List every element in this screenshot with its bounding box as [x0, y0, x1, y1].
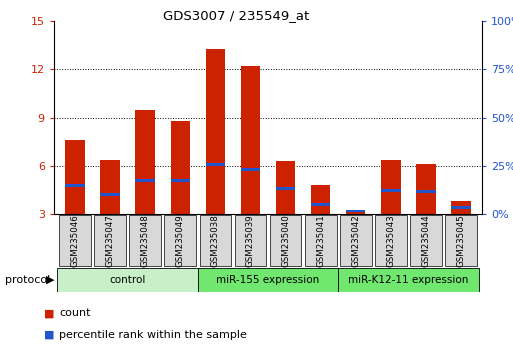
Bar: [171, 179, 190, 182]
FancyBboxPatch shape: [165, 215, 196, 266]
Bar: [417, 164, 436, 214]
Text: count: count: [59, 308, 90, 318]
FancyBboxPatch shape: [94, 215, 126, 266]
FancyBboxPatch shape: [305, 215, 337, 266]
Text: GDS3007 / 235549_at: GDS3007 / 235549_at: [163, 9, 309, 22]
Text: GSM235040: GSM235040: [281, 214, 290, 267]
Bar: [276, 187, 295, 190]
Text: percentile rank within the sample: percentile rank within the sample: [59, 330, 247, 339]
Text: protocol: protocol: [5, 275, 50, 285]
Text: GSM235045: GSM235045: [457, 214, 466, 267]
Text: GSM235042: GSM235042: [351, 214, 360, 267]
Bar: [101, 193, 120, 196]
Text: ▶: ▶: [46, 275, 55, 285]
Text: GSM235043: GSM235043: [386, 214, 396, 267]
Bar: [381, 160, 401, 214]
FancyBboxPatch shape: [59, 215, 91, 266]
Bar: [311, 185, 330, 214]
Bar: [101, 160, 120, 214]
FancyBboxPatch shape: [270, 215, 302, 266]
Bar: [451, 206, 471, 209]
FancyBboxPatch shape: [338, 268, 479, 292]
Bar: [171, 121, 190, 214]
Text: miR-155 expression: miR-155 expression: [216, 275, 320, 285]
Text: GSM235039: GSM235039: [246, 215, 255, 267]
Text: GSM235047: GSM235047: [106, 214, 114, 267]
Bar: [451, 201, 471, 214]
FancyBboxPatch shape: [198, 268, 338, 292]
Bar: [65, 140, 85, 214]
Text: miR-K12-11 expression: miR-K12-11 expression: [348, 275, 469, 285]
FancyBboxPatch shape: [410, 215, 442, 266]
Text: GSM235041: GSM235041: [316, 214, 325, 267]
FancyBboxPatch shape: [445, 215, 477, 266]
Bar: [206, 48, 225, 214]
FancyBboxPatch shape: [375, 215, 407, 266]
FancyBboxPatch shape: [57, 268, 198, 292]
Bar: [135, 179, 155, 182]
FancyBboxPatch shape: [200, 215, 231, 266]
Bar: [346, 210, 365, 212]
Bar: [241, 66, 260, 214]
Bar: [65, 184, 85, 187]
FancyBboxPatch shape: [234, 215, 266, 266]
FancyBboxPatch shape: [340, 215, 371, 266]
Bar: [346, 211, 365, 214]
Bar: [241, 168, 260, 171]
Text: GSM235046: GSM235046: [70, 214, 80, 267]
Bar: [311, 203, 330, 206]
Bar: [276, 161, 295, 214]
Text: GSM235044: GSM235044: [422, 214, 430, 267]
Text: GSM235049: GSM235049: [176, 215, 185, 267]
Text: GSM235048: GSM235048: [141, 214, 150, 267]
Text: ■: ■: [44, 308, 54, 318]
FancyBboxPatch shape: [129, 215, 161, 266]
Bar: [135, 110, 155, 214]
Bar: [206, 163, 225, 166]
Text: control: control: [109, 275, 146, 285]
Bar: [381, 189, 401, 192]
Text: GSM235038: GSM235038: [211, 214, 220, 267]
Text: ■: ■: [44, 330, 54, 339]
Bar: [417, 190, 436, 193]
